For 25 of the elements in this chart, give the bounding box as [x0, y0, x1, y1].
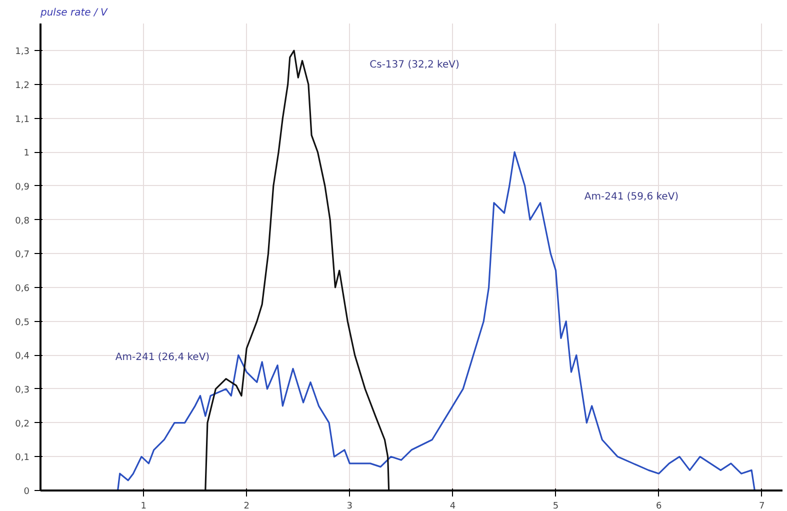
x-tick-label: 5	[552, 502, 559, 511]
y-tick-label: 0,9	[15, 182, 30, 192]
y-tick-label: 1,2	[15, 80, 30, 91]
x-tick-label: 7	[759, 502, 765, 511]
x-tick-label: 3	[346, 502, 353, 511]
y-tick-label: 0,7	[15, 250, 30, 260]
y-tick-label: 1,1	[15, 114, 30, 125]
x-tick-label: 6	[656, 502, 662, 511]
y-tick-label: 1	[24, 148, 30, 159]
x-tick-label: 1	[140, 502, 146, 511]
annotation: Am-241 (59,6 keV)	[584, 192, 679, 203]
annotation: Am-241 (26,4 keV)	[115, 352, 210, 364]
y-tick-label: 0,2	[15, 419, 30, 430]
y-tick-label: 0,3	[15, 385, 30, 396]
y-tick-label: 0,6	[15, 284, 30, 294]
x-tick-label: 2	[244, 502, 250, 511]
y-tick-label: 0,1	[15, 453, 30, 464]
y-tick-label: 1,3	[15, 47, 30, 58]
y-tick-label: 0,8	[15, 216, 30, 226]
y-tick-label: 0,4	[15, 352, 30, 362]
x-tick-label: 4	[450, 502, 456, 511]
annotation: Cs-137 (32,2 keV)	[370, 60, 460, 71]
y-tick-label: 0,5	[15, 318, 30, 328]
y-tick-label: 0	[24, 487, 30, 497]
y-axis-title: pulse rate / V	[40, 8, 109, 18]
